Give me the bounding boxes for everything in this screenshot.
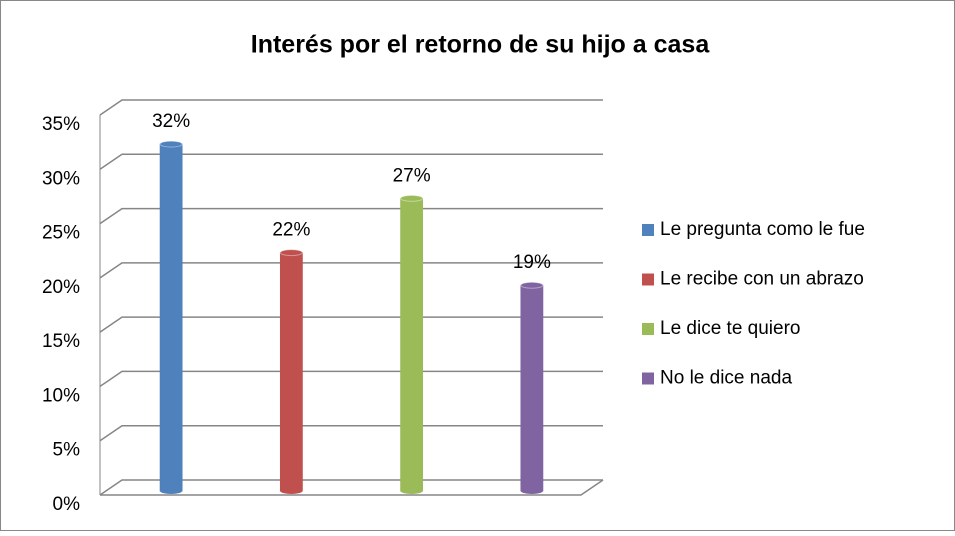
chart-title: Interés por el retorno de su hijo a casa: [251, 31, 711, 59]
grid-line: [99, 479, 603, 496]
y-tick-label: 5%: [53, 440, 81, 461]
legend-swatch: [642, 372, 654, 385]
grid-line: [99, 316, 603, 333]
data-label: 22%: [272, 220, 310, 241]
legend-swatch: [642, 323, 654, 335]
bar: [279, 252, 303, 492]
legend-label: Le dice te quiero: [660, 318, 801, 339]
y-tick-label: 35%: [42, 114, 80, 135]
legend-swatch: [642, 224, 654, 236]
bar-base: [280, 488, 303, 494]
grid-line: [99, 99, 603, 116]
y-tick-label: 20%: [42, 277, 80, 298]
y-tick-label: 25%: [42, 223, 80, 244]
legend-label: Le recibe con un abrazo: [660, 269, 864, 290]
bar-top: [279, 249, 303, 257]
bar-top: [520, 281, 544, 289]
grid-line: [99, 370, 603, 388]
bar-base: [400, 488, 423, 494]
data-label: 27%: [393, 165, 431, 186]
bar-top: [159, 140, 183, 148]
data-label: 19%: [513, 252, 551, 273]
legend-label: Le pregunta como le fue: [660, 219, 865, 240]
bar: [520, 284, 544, 492]
bar: [400, 197, 424, 492]
grid-line: [99, 424, 603, 442]
y-tick-label: 15%: [42, 331, 80, 352]
y-tick-label: 10%: [42, 385, 80, 406]
bar-base: [160, 488, 183, 494]
legend-label: No le dice nada: [660, 368, 792, 389]
legend-swatch: [642, 273, 654, 286]
data-label: 32%: [152, 111, 190, 132]
grid-line: [99, 153, 603, 170]
bar: [159, 143, 183, 492]
y-tick-label: 0%: [53, 494, 81, 515]
floor: [100, 479, 604, 496]
grid-line: [99, 207, 603, 225]
bar-top: [400, 194, 424, 202]
grid-line: [99, 262, 603, 279]
bar-base: [520, 488, 543, 494]
y-tick-label: 30%: [42, 168, 80, 189]
